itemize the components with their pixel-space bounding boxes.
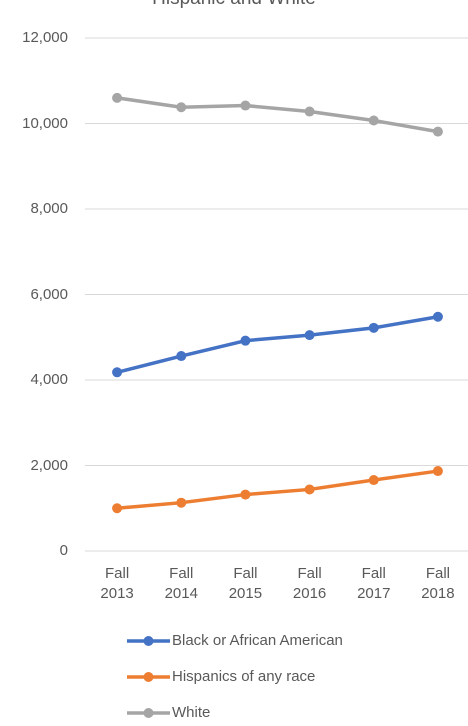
data-point bbox=[304, 106, 315, 117]
data-point bbox=[432, 466, 443, 477]
y-tick-label: 10,000 bbox=[22, 114, 68, 132]
x-tick-label: Fall 2018 bbox=[421, 565, 455, 602]
data-point bbox=[240, 100, 251, 111]
legend-label: Black or African American bbox=[172, 632, 343, 649]
series-line bbox=[116, 469, 439, 510]
y-tick-label: 12,000 bbox=[22, 29, 68, 46]
data-point bbox=[112, 92, 123, 103]
data-point bbox=[240, 489, 251, 500]
legend-marker bbox=[143, 636, 154, 646]
x-tick-label: Fall 2013 bbox=[100, 565, 134, 602]
data-point bbox=[368, 115, 379, 126]
data-point bbox=[368, 475, 379, 486]
y-tick-label: 6,000 bbox=[30, 285, 68, 303]
data-point bbox=[112, 503, 123, 514]
y-tick-label: 4,000 bbox=[30, 371, 68, 388]
y-tick-label: 2,000 bbox=[30, 456, 68, 474]
x-tick-label: Fall 2016 bbox=[292, 565, 327, 602]
data-point bbox=[432, 126, 443, 137]
x-tick-label: Fall 2014 bbox=[164, 565, 198, 602]
legend-label: White bbox=[172, 704, 211, 721]
data-point bbox=[176, 102, 187, 113]
data-point bbox=[176, 351, 187, 362]
legend-marker bbox=[143, 708, 154, 718]
data-point bbox=[368, 322, 379, 333]
legend-label: Hispanics of any race bbox=[172, 668, 316, 685]
y-tick-label: 0 bbox=[59, 542, 68, 559]
series-line bbox=[116, 315, 439, 375]
data-point bbox=[304, 330, 315, 341]
legend-marker bbox=[143, 672, 154, 682]
x-tick-label: Fall 2017 bbox=[357, 565, 391, 602]
data-point bbox=[176, 497, 187, 508]
x-tick-label: Fall 2015 bbox=[228, 565, 263, 602]
series-line bbox=[116, 96, 439, 134]
chart-title: Hispanic and White bbox=[0, 0, 468, 9]
y-tick-label: 8,000 bbox=[30, 200, 68, 217]
data-point bbox=[432, 311, 443, 322]
data-point bbox=[112, 367, 123, 378]
data-point bbox=[304, 484, 315, 495]
data-point bbox=[240, 335, 251, 346]
